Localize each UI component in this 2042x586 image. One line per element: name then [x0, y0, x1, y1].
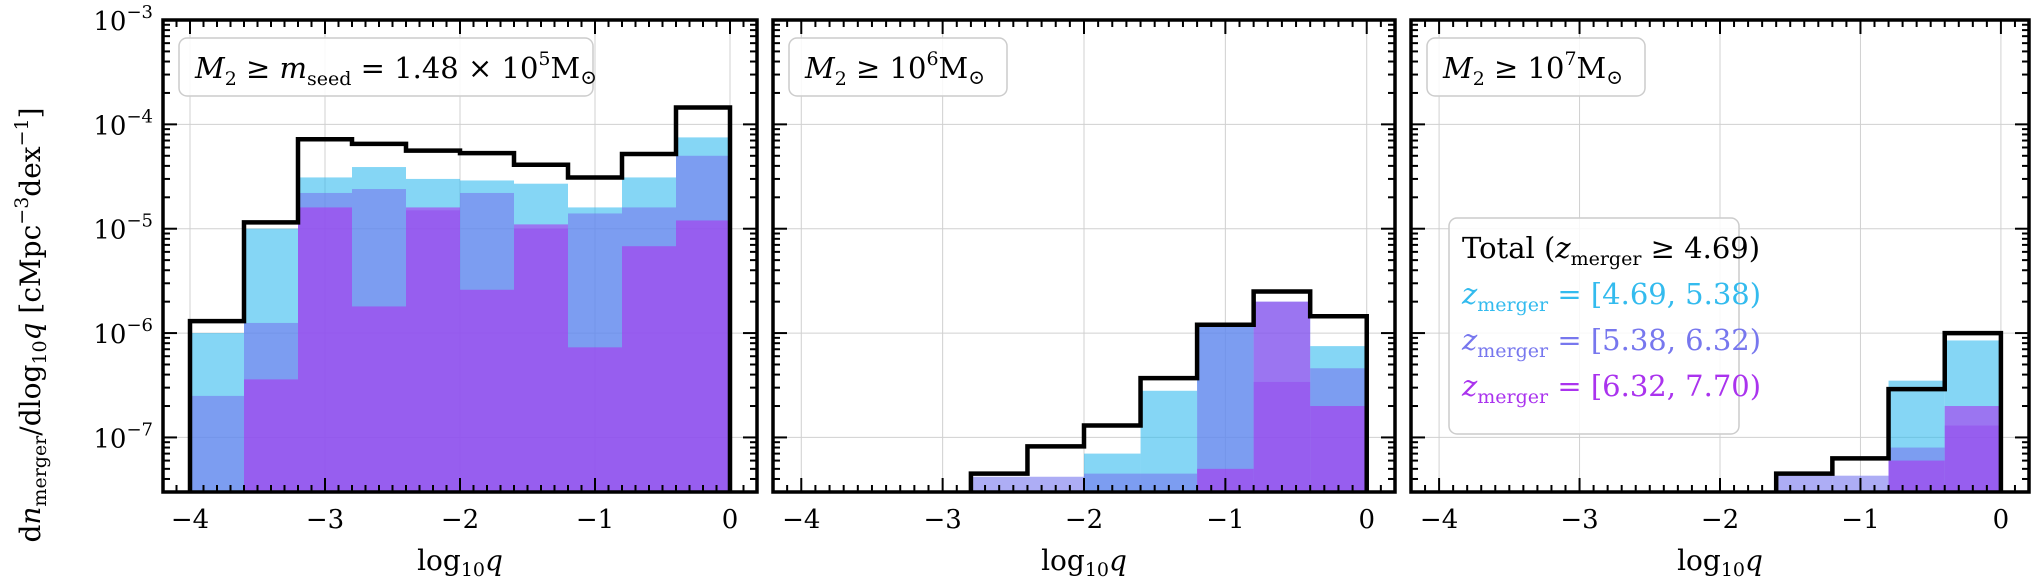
x-tick-label: −2 [441, 505, 479, 535]
bars [968, 289, 1369, 492]
annotation-box: M2 ≥ 106M⊙ [788, 37, 1008, 97]
total-step-line [968, 289, 1369, 492]
legend-entry-z1: zmerger = [4.69, 5.38) [1461, 277, 1761, 316]
bars [1773, 330, 2004, 492]
x-tick-label: 0 [1358, 505, 1375, 535]
x-tick-label: −3 [923, 505, 961, 535]
bar-z3 [568, 347, 622, 492]
annotation-box: M2 ≥ mseed = 1.48 × 105M⊙ [178, 37, 597, 97]
x-axis-title: log10q [1677, 544, 1763, 581]
bar-z3 [1944, 406, 2001, 492]
y-tick-label: 10−6 [93, 315, 153, 350]
bar-z3 [460, 289, 514, 492]
annotation-text: M2 ≥ 106M⊙ [804, 48, 985, 90]
y-tick-label: 10−5 [93, 211, 153, 246]
legend-entry-z2: zmerger = [5.38, 6.32) [1461, 323, 1761, 362]
y-tick-label: 10−3 [93, 2, 153, 37]
bar-z3 [406, 207, 460, 492]
x-tick-label: 0 [1993, 505, 2010, 535]
legend-frame [1448, 217, 1740, 435]
x-tick-label: 0 [722, 505, 739, 535]
bar-z2 [190, 395, 244, 492]
annotation-text: M2 ≥ mseed = 1.48 × 105M⊙ [194, 48, 597, 90]
x-tick-label: −3 [1560, 505, 1598, 535]
x-tick-label: −2 [1701, 505, 1739, 535]
svg-text:dnmerger/dlog10q [cMpc−3dex−1]: dnmerger/dlog10q [cMpc−3dex−1] [11, 107, 51, 542]
x-axis-title: log10q [417, 544, 503, 581]
annotation-box: M2 ≥ 107M⊙ [1426, 37, 1646, 97]
annotation-frame [788, 37, 1008, 97]
bar-z2 [1197, 326, 1254, 492]
bar-z3 [298, 207, 352, 492]
legend-entry-total: Total (zmerger ≥ 4.69) [1462, 231, 1760, 270]
bars [187, 105, 733, 492]
x-tick-label: −4 [1420, 505, 1458, 535]
x-tick-label: −1 [576, 505, 614, 535]
panel-3: −4 −3 −2 −1 0 log10q M2 ≥ 107M⊙ Total (zmerger … [1409, 18, 2031, 581]
legend-entry-z3: zmerger = [6.32, 7.70) [1461, 369, 1761, 408]
legend: Total (zmerger ≥ 4.69) zmerger = [4.69, 5… [1448, 217, 1761, 435]
bar-z3 [622, 246, 676, 492]
panel-2: −4 −3 −2 −1 0 log10q M2 ≥ 106M⊙ [771, 18, 1397, 581]
annotation-frame [178, 37, 594, 97]
x-tick-label: −1 [1841, 505, 1879, 535]
x-tick-label: −1 [1206, 505, 1244, 535]
total-step-line [1773, 330, 2004, 492]
bar-z3 [1310, 406, 1367, 492]
bar-z3 [244, 379, 298, 492]
bar-z3 [676, 220, 730, 492]
x-tick-label: −4 [782, 505, 820, 535]
x-tick-label: −4 [171, 505, 209, 535]
y-axis-title: dnmerger/dlog10q [cMpc−3dex−1] [11, 107, 51, 542]
bar-z3 [352, 306, 406, 492]
x-axis-title: log10q [1041, 544, 1127, 581]
annotation-frame [1426, 37, 1646, 97]
bar-z3 [1253, 301, 1311, 492]
annotation-text: M2 ≥ 107M⊙ [1442, 48, 1623, 90]
total-step-line [187, 105, 733, 492]
x-tick-label: −2 [1065, 505, 1103, 535]
panel-1: −4 −3 −2 −1 0 10−7 10−6 10−5 10−4 10−3 log10q M2 ≥ … [93, 2, 759, 581]
y-tick-label: 10−4 [93, 106, 153, 141]
x-tick-label: −3 [306, 505, 344, 535]
y-tick-label: 10−7 [93, 419, 153, 454]
bar-z3 [514, 224, 568, 492]
